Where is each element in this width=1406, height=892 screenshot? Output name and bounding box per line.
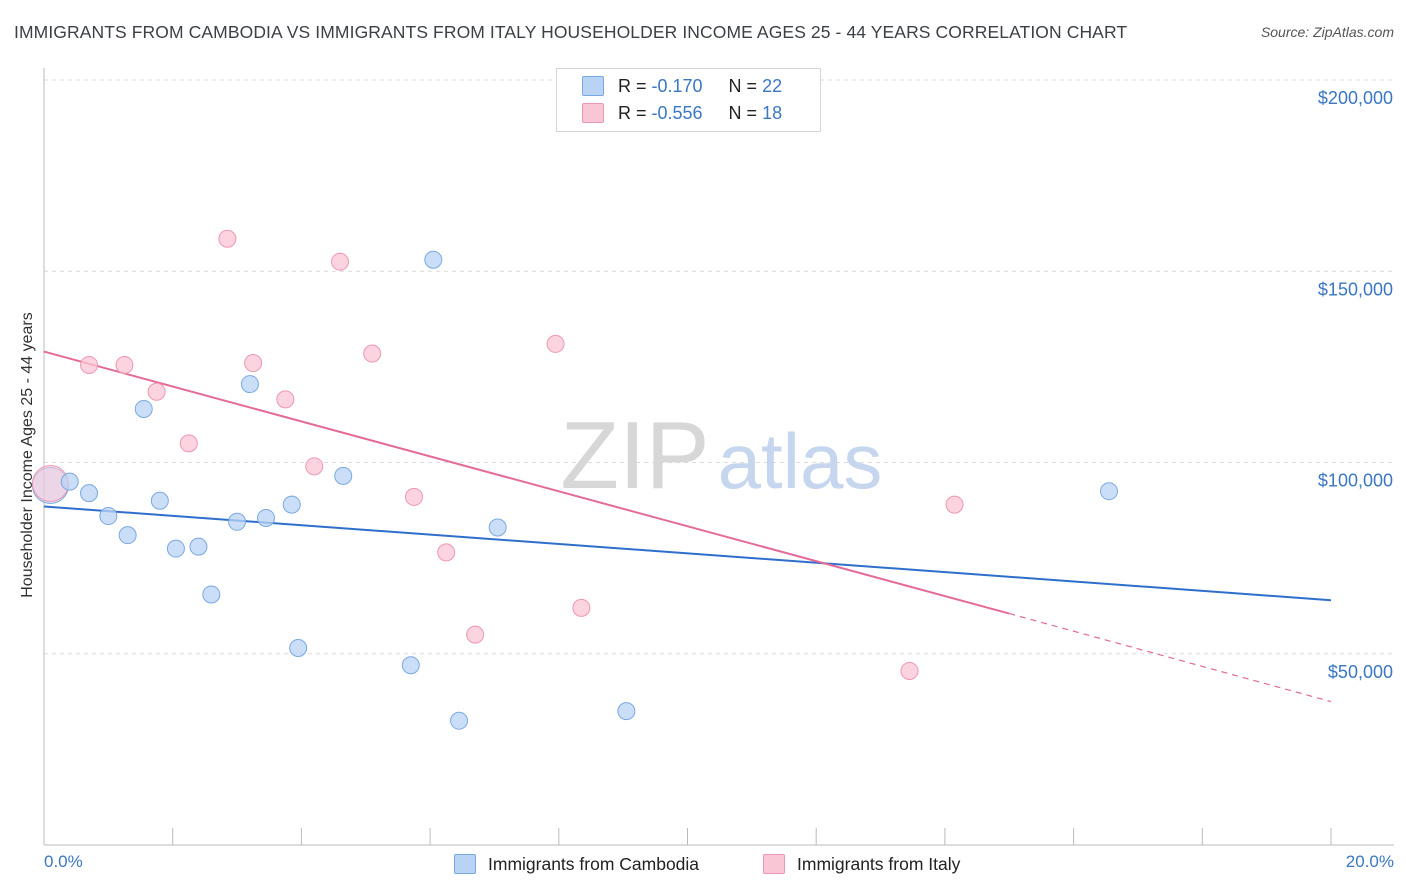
trend-line-italy-extension <box>1009 613 1332 703</box>
point-cambodia <box>202 585 221 604</box>
point-cambodia <box>424 250 443 269</box>
point-cambodia <box>617 702 636 721</box>
point-italy <box>405 487 424 506</box>
watermark: ZIP atlas <box>560 402 882 509</box>
point-cambodia <box>150 491 169 510</box>
point-italy <box>80 355 99 374</box>
point-italy <box>276 390 295 409</box>
data-points <box>31 229 1118 730</box>
y-tick-label: $100,000 <box>1318 471 1393 491</box>
point-cambodia <box>240 375 259 394</box>
legend-r-label: R = <box>618 102 647 123</box>
y-tick-label: $150,000 <box>1318 279 1393 299</box>
x-tick-label-max: 20.0% <box>1345 852 1394 871</box>
bottom-legend-swatch-italy <box>763 854 785 874</box>
point-italy <box>363 344 382 363</box>
legend-n-label: N = <box>728 102 758 123</box>
point-italy <box>466 625 485 644</box>
point-cambodia <box>1099 482 1118 501</box>
watermark-atlas: atlas <box>718 417 883 505</box>
y-tick-label: $200,000 <box>1318 88 1393 108</box>
point-cambodia <box>60 472 79 491</box>
legend-swatch-italy <box>582 103 604 123</box>
stats-legend: R = -0.170 N = 22 R = -0.556 N = 18 <box>556 68 821 132</box>
bottom-legend-italy: Immigrants from Italy <box>763 852 960 876</box>
point-cambodia <box>189 537 208 556</box>
bottom-legend-swatch-cambodia <box>454 854 476 874</box>
point-italy <box>900 661 919 680</box>
legend-n-value: 22 <box>762 75 783 96</box>
legend-n-value: 18 <box>762 102 783 123</box>
point-cambodia <box>118 526 137 545</box>
watermark-zip: ZIP <box>560 402 709 509</box>
legend-row-italy: R = -0.556 N = 18 <box>582 101 782 125</box>
y-tick-label: $50,000 <box>1328 662 1393 682</box>
bottom-legend-label-cambodia: Immigrants from Cambodia <box>488 853 700 874</box>
point-italy <box>546 334 565 353</box>
bottom-legend-label-italy: Immigrants from Italy <box>797 853 961 874</box>
point-italy <box>218 229 237 248</box>
point-cambodia <box>228 512 247 531</box>
point-cambodia <box>166 539 185 558</box>
legend-r-value: -0.556 <box>651 102 703 123</box>
point-cambodia <box>282 495 301 514</box>
point-cambodia <box>401 656 420 675</box>
point-cambodia <box>134 399 153 418</box>
y-tick-labels: $50,000 $100,000 $150,000 $200,000 <box>1318 88 1393 682</box>
point-italy <box>437 543 456 562</box>
point-italy <box>179 434 198 453</box>
x-tick-label-min: 0.0% <box>44 852 83 871</box>
legend-r-value: -0.170 <box>651 75 703 96</box>
axes <box>43 68 1394 846</box>
point-italy <box>305 457 324 476</box>
point-italy <box>115 355 134 374</box>
point-cambodia <box>99 507 118 526</box>
point-cambodia <box>80 484 99 503</box>
point-cambodia <box>289 639 308 658</box>
point-italy <box>147 382 166 401</box>
point-cambodia <box>257 508 276 527</box>
point-italy <box>331 252 350 271</box>
point-cambodia <box>488 518 507 537</box>
legend-swatch-cambodia <box>582 76 604 96</box>
point-cambodia <box>334 466 353 485</box>
bottom-legend-cambodia: Immigrants from Cambodia <box>454 852 699 876</box>
point-italy <box>572 598 591 617</box>
trend-line-italy <box>43 350 1010 615</box>
point-italy <box>244 354 263 373</box>
legend-r-label: R = <box>618 75 647 96</box>
source-label: Source: ZipAtlas.com <box>1260 24 1394 40</box>
point-italy <box>945 495 964 514</box>
point-cambodia <box>450 711 469 730</box>
chart-title: IMMIGRANTS FROM CAMBODIA VS IMMIGRANTS F… <box>14 22 1128 42</box>
legend-n-label: N = <box>728 75 758 96</box>
legend-row-cambodia: R = -0.170 N = 22 <box>582 74 782 98</box>
